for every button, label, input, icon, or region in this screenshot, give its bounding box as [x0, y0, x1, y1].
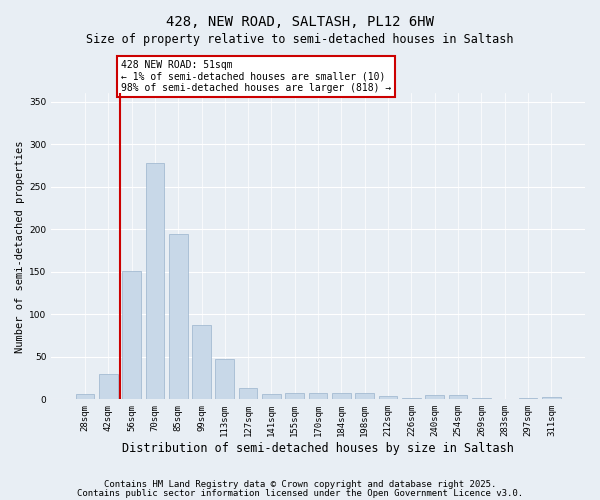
Bar [99, 374, 118, 400]
Text: Size of property relative to semi-detached houses in Saltash: Size of property relative to semi-detach… [86, 32, 514, 46]
Bar [332, 392, 351, 400]
Text: Contains public sector information licensed under the Open Government Licence v3: Contains public sector information licen… [77, 490, 523, 498]
Bar [472, 398, 491, 400]
Bar [122, 271, 141, 400]
Bar [542, 397, 561, 400]
Bar [519, 398, 538, 400]
Text: 428 NEW ROAD: 51sqm
← 1% of semi-detached houses are smaller (10)
98% of semi-de: 428 NEW ROAD: 51sqm ← 1% of semi-detache… [121, 60, 391, 93]
Bar [169, 234, 188, 400]
Bar [449, 395, 467, 400]
Text: 428, NEW ROAD, SALTASH, PL12 6HW: 428, NEW ROAD, SALTASH, PL12 6HW [166, 15, 434, 29]
Bar [146, 163, 164, 400]
Bar [262, 394, 281, 400]
Bar [425, 395, 444, 400]
Bar [239, 388, 257, 400]
Bar [355, 394, 374, 400]
Bar [286, 394, 304, 400]
Bar [192, 324, 211, 400]
Y-axis label: Number of semi-detached properties: Number of semi-detached properties [15, 140, 25, 352]
Bar [402, 398, 421, 400]
Bar [76, 394, 94, 400]
Bar [215, 358, 234, 400]
Text: Contains HM Land Registry data © Crown copyright and database right 2025.: Contains HM Land Registry data © Crown c… [104, 480, 496, 489]
X-axis label: Distribution of semi-detached houses by size in Saltash: Distribution of semi-detached houses by … [122, 442, 514, 455]
Bar [379, 396, 397, 400]
Bar [309, 394, 328, 400]
